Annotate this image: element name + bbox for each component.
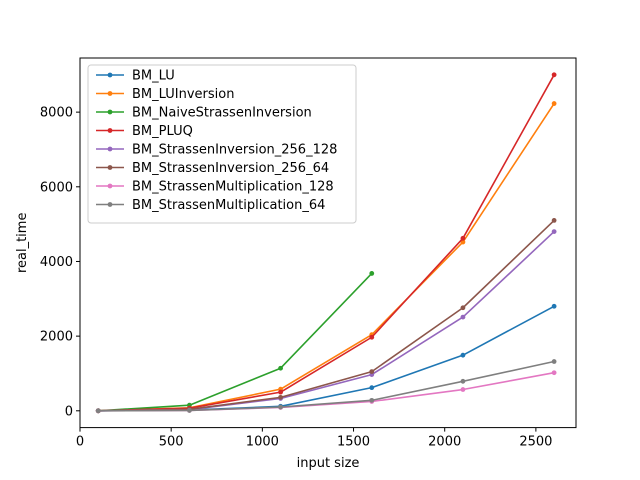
legend-item: BM_LUInversion <box>96 87 234 102</box>
data-point <box>369 271 375 276</box>
data-point <box>278 389 283 395</box>
series-line <box>98 360 555 412</box>
data-point <box>551 303 557 309</box>
y-axis-label: real_time <box>15 213 30 274</box>
x-tick-label: 0 <box>76 435 84 450</box>
data-point <box>460 305 466 311</box>
legend-item: BM_PLUQ <box>96 124 193 139</box>
data-point <box>460 235 466 241</box>
legend-label: BM_StrassenMultiplication_128 <box>132 180 334 195</box>
x-tick-label: 2500 <box>519 435 552 450</box>
data-point <box>460 352 466 358</box>
data-point <box>551 359 557 364</box>
data-point <box>460 387 466 392</box>
x-tick-label: 500 <box>159 435 184 450</box>
y-tick-label: 0 <box>65 404 73 419</box>
legend-label: BM_PLUQ <box>132 124 193 139</box>
y-tick-label: 2000 <box>40 330 73 345</box>
legend-box <box>87 64 357 224</box>
data-point <box>278 365 283 371</box>
data-point <box>551 218 557 223</box>
x-tick-label: 1000 <box>246 435 279 450</box>
data-point <box>551 229 557 235</box>
data-point <box>460 314 466 320</box>
plot-frame <box>79 57 577 429</box>
data-point <box>369 369 375 374</box>
legend-item: BM_StrassenMultiplication_128 <box>96 180 334 195</box>
data-point <box>460 239 466 245</box>
x-tick-label: 1500 <box>337 435 370 450</box>
legend-label: BM_StrassenInversion_256_128 <box>132 143 337 158</box>
x-axis-label: input size <box>297 456 360 471</box>
legend-marker <box>107 183 113 189</box>
legend-item: BM_StrassenInversion_256_64 <box>96 161 329 176</box>
series-line <box>98 74 555 412</box>
legend-item: BM_StrassenInversion_256_128 <box>96 143 337 158</box>
data-point <box>460 378 466 384</box>
legend-marker <box>107 109 113 115</box>
series-line <box>98 219 555 412</box>
legend-marker <box>107 165 113 170</box>
data-point <box>278 404 283 410</box>
data-point <box>278 394 283 400</box>
series-bm-strassenmultiplication-64 <box>95 359 557 414</box>
y-tick-label: 8000 <box>40 106 73 121</box>
legend-label: BM_StrassenInversion_256_64 <box>132 161 329 176</box>
legend: BM_LU BM_LUInversion BM_NaiveStrassenInver… <box>87 64 357 224</box>
series-line <box>98 272 373 412</box>
data-point <box>369 334 375 340</box>
legend-label: BM_LUInversion <box>132 87 234 102</box>
legend-marker <box>107 202 113 207</box>
y-tick-label: 6000 <box>40 180 73 195</box>
legend-marker <box>107 91 113 96</box>
data-point <box>551 370 557 376</box>
data-point <box>369 397 375 403</box>
data-point <box>551 101 557 106</box>
plot-lines <box>95 72 557 414</box>
legend-item: BM_NaiveStrassenInversion <box>96 106 312 121</box>
legend-label: BM_LU <box>132 69 175 84</box>
data-point <box>369 385 375 391</box>
y-axis-ticks: 0 2000 4000 6000 8000 <box>40 106 80 419</box>
legend-marker <box>107 128 113 133</box>
legend-marker <box>107 72 113 78</box>
data-point <box>551 72 557 78</box>
y-tick-label: 4000 <box>40 255 73 270</box>
data-point <box>95 408 101 414</box>
legend-item: BM_StrassenMultiplication_64 <box>96 198 325 213</box>
x-axis-ticks: 0 500 1000 1500 2000 2500 <box>76 427 552 450</box>
legend-item: BM_LU <box>96 69 175 84</box>
legend-marker <box>107 146 113 152</box>
data-point <box>187 408 192 413</box>
legend-label: BM_StrassenMultiplication_64 <box>132 198 325 213</box>
legend-label: BM_NaiveStrassenInversion <box>132 106 312 121</box>
x-tick-label: 2000 <box>428 435 461 450</box>
